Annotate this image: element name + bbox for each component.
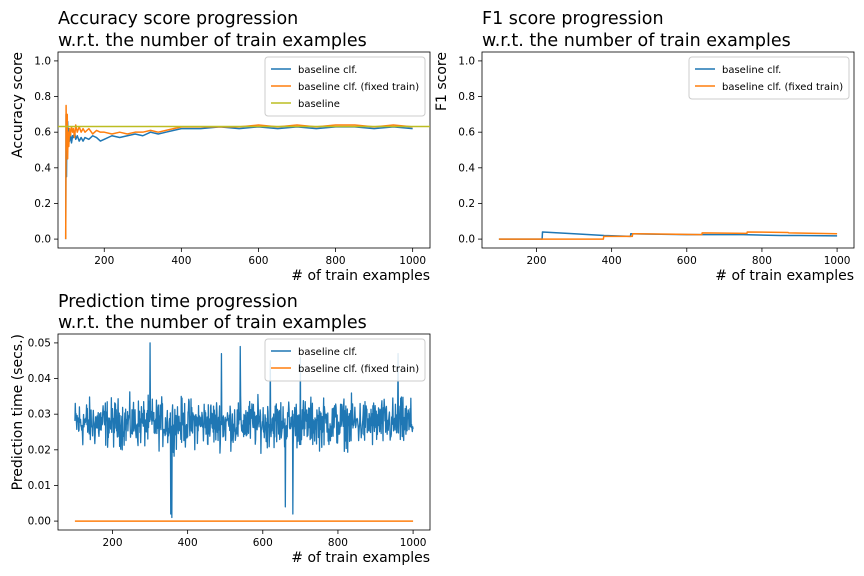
x-tick-label: 600 xyxy=(677,255,697,267)
x-tick-label: 1000 xyxy=(399,255,426,267)
y-axis-label: Prediction time (secs.) xyxy=(10,334,26,490)
legend: baseline clf. baseline clf. (fixed train)… xyxy=(264,56,426,117)
legend-label: baseline clf. xyxy=(722,65,781,76)
axes-frame xyxy=(481,51,855,249)
x-tick-label: 600 xyxy=(248,255,268,267)
legend-label: baseline clf. xyxy=(298,347,357,358)
y-tick-label: 0.8 xyxy=(34,91,51,103)
legend: baseline clf. baseline clf. (fixed train) xyxy=(264,338,426,382)
legend-label: baseline clf. (fixed train) xyxy=(722,82,843,93)
x-tick-label: 800 xyxy=(752,255,772,267)
y-tick-label: 0.2 xyxy=(34,198,51,210)
y-tick-label: 0.6 xyxy=(34,127,51,139)
axes-frame xyxy=(57,51,431,249)
y-tick-label: 0.05 xyxy=(28,337,51,349)
y-tick-label: 1.0 xyxy=(458,55,475,67)
plot-area xyxy=(58,104,430,240)
series-line-baseline-clf-fixed-train- xyxy=(64,104,413,240)
legend-label: baseline xyxy=(298,99,340,110)
y-tick-label: 0.0 xyxy=(458,234,475,246)
y-tick-label: 0.04 xyxy=(28,373,52,385)
x-tick-label: 1000 xyxy=(824,255,851,267)
x-axis-label: # of train examples xyxy=(715,268,854,284)
y-tick-label: 0.0 xyxy=(34,234,51,246)
x-tick-label: 200 xyxy=(526,255,546,267)
legend: baseline clf. baseline clf. (fixed train) xyxy=(688,56,850,100)
y-tick-label: 1.0 xyxy=(34,55,51,67)
x-tick-label: 400 xyxy=(602,255,622,267)
y-axis-label: F1 score xyxy=(434,52,450,111)
y-tick-label: 0.2 xyxy=(458,198,475,210)
legend-label: baseline clf. (fixed train) xyxy=(298,82,419,93)
legend-box xyxy=(688,56,850,100)
legend-box xyxy=(264,56,426,117)
x-tick-label: 1000 xyxy=(400,537,427,549)
y-tick-label: 0.8 xyxy=(458,91,475,103)
x-tick-label: 800 xyxy=(326,255,346,267)
chart-title-line: w.r.t. the number of train examples xyxy=(58,31,367,51)
y-axis-label: Accuracy score xyxy=(10,52,26,158)
legend-label: baseline clf. xyxy=(298,65,357,76)
x-axis-label: # of train examples xyxy=(291,550,430,566)
x-tick-label: 200 xyxy=(102,537,122,549)
x-tick-label: 800 xyxy=(328,537,348,549)
x-tick-label: 400 xyxy=(178,537,198,549)
x-tick-label: 200 xyxy=(94,255,114,267)
series-line-baseline-clf-fixed-train- xyxy=(498,231,838,240)
y-tick-label: 0.01 xyxy=(28,480,51,492)
chart-title-line: w.r.t. the number of train examples xyxy=(482,31,791,51)
chart-title-line: Accuracy score progression xyxy=(58,9,298,29)
y-tick-label: 0.4 xyxy=(34,162,51,174)
chart-title-line: w.r.t. the number of train examples xyxy=(58,313,367,333)
legend-label: baseline clf. (fixed train) xyxy=(298,364,419,375)
y-tick-label: 0.4 xyxy=(458,162,475,174)
plot-area xyxy=(498,231,838,240)
x-tick-label: 600 xyxy=(253,537,273,549)
legend-box xyxy=(264,338,426,382)
series-line-baseline-clf- xyxy=(74,342,414,519)
plot-area xyxy=(74,342,414,522)
chart-title-line: Prediction time progression xyxy=(58,292,298,312)
y-tick-label: 0.6 xyxy=(458,127,475,139)
x-axis-label: # of train examples xyxy=(291,268,430,284)
y-tick-label: 0.02 xyxy=(28,444,51,456)
y-tick-label: 0.00 xyxy=(28,516,51,528)
y-tick-label: 0.03 xyxy=(28,409,51,421)
x-tick-label: 400 xyxy=(171,255,191,267)
chart-title-line: F1 score progression xyxy=(482,9,664,29)
axes-frame xyxy=(57,333,431,531)
